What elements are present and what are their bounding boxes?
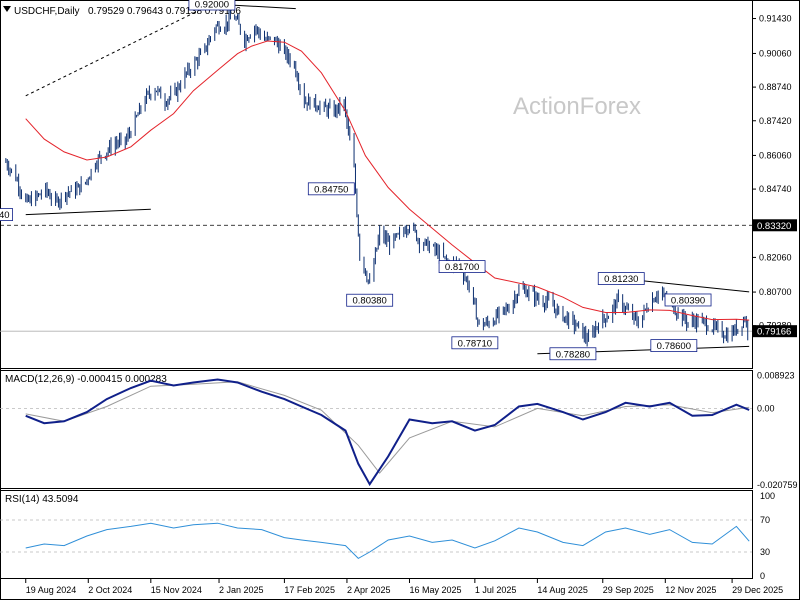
price-tick-label: 0.87420 bbox=[759, 116, 792, 126]
macd-tick-label: 0.00 bbox=[757, 403, 775, 413]
chart-header: USDCHF,Daily 0.79529 0.79643 0.79138 0.7… bbox=[3, 6, 241, 17]
price-label-box bbox=[307, 182, 355, 196]
price-label-box bbox=[438, 260, 486, 273]
trendline bbox=[25, 208, 151, 216]
level-price-tag-bg bbox=[753, 219, 797, 232]
date-tick-label: 29 Sep 2025 bbox=[603, 585, 654, 595]
price-label-box bbox=[597, 272, 645, 285]
price-tags: 0.83320 0.79166 bbox=[753, 219, 797, 338]
macd-line bbox=[25, 378, 750, 487]
price-label: 0.81700 bbox=[445, 262, 479, 273]
price-tick-label: 0.82060 bbox=[759, 252, 792, 262]
date-tick-label: 1 Jul 2025 bbox=[475, 585, 517, 595]
sma-line bbox=[25, 40, 750, 321]
date-tick-label: 19 Aug 2024 bbox=[26, 585, 77, 595]
ohlc-values: 0.79529 0.79643 0.79138 0.79166 bbox=[88, 6, 241, 17]
sma-line bbox=[25, 40, 750, 321]
price-label-box bbox=[664, 293, 712, 307]
price-label: 0.80390 bbox=[671, 295, 705, 306]
rsi-title: RSI(14) 43.5094 bbox=[5, 494, 79, 505]
level-price-tag: 0.83320 bbox=[757, 221, 791, 232]
price-tick-label: 0.91430 bbox=[759, 14, 792, 24]
price-label-box bbox=[451, 336, 499, 350]
price-label: 0.80380 bbox=[353, 296, 387, 307]
price-label: 0.78710 bbox=[458, 338, 492, 349]
price-pane-border bbox=[0, 0, 753, 369]
rsi-tick-label: 0 bbox=[760, 571, 765, 581]
date-tick-label: 15 Nov 2024 bbox=[151, 585, 202, 595]
price-label: 0.78600 bbox=[657, 341, 691, 352]
macd-signal-line bbox=[25, 381, 750, 474]
price-label-box bbox=[650, 339, 698, 353]
macd-tick-label: -0.020759 bbox=[757, 480, 798, 490]
date-tick-label: 2 Jan 2025 bbox=[219, 585, 264, 595]
macd-pane-border bbox=[0, 370, 753, 489]
price-label-box bbox=[188, 0, 236, 11]
last-price-tag-bg bbox=[753, 325, 797, 338]
price-label: 0.78280 bbox=[556, 349, 590, 360]
rsi-tick-label: 70 bbox=[760, 515, 770, 525]
date-axis: 19 Aug 2024 2 Oct 2024 15 Nov 2024 2 Jan 20… bbox=[25, 579, 783, 595]
price-tick-label: 0.88740 bbox=[759, 82, 792, 92]
price-label: 0.81230 bbox=[604, 274, 638, 285]
macd-tick-label: 0.008923 bbox=[757, 370, 795, 380]
price-label: 0.84750 bbox=[314, 184, 348, 195]
date-tick-label: 17 Feb 2025 bbox=[284, 585, 335, 595]
price-tick-label: 0.84740 bbox=[759, 184, 792, 194]
last-price-tag: 0.79166 bbox=[757, 327, 791, 338]
rsi-pane: 100 70 30 0 bbox=[0, 491, 775, 581]
date-tick-label: 2 Apr 2025 bbox=[347, 585, 391, 595]
watermark: ActionForex bbox=[513, 93, 641, 120]
rsi-line bbox=[25, 522, 750, 560]
price-labels: 0.92000 0.84750 0.80380 0.81700 0.78710 0.782… bbox=[0, 0, 712, 361]
macd-pane: 0.008923 0.00 -0.020759 bbox=[0, 370, 798, 490]
price-tick-label: 0.90060 bbox=[759, 48, 792, 58]
rsi-tick-label: 100 bbox=[760, 491, 775, 501]
price-label-box bbox=[549, 347, 597, 361]
date-tick-label: 29 Dec 2025 bbox=[732, 585, 783, 595]
date-tick-label: 12 Nov 2025 bbox=[665, 585, 716, 595]
trendline bbox=[25, 3, 213, 97]
date-tick-label: 16 May 2025 bbox=[409, 585, 461, 595]
price-tick-label: 0.86060 bbox=[759, 150, 792, 160]
symbol-label: USDCHF,Daily bbox=[14, 6, 80, 17]
collapse-arrow-icon bbox=[3, 6, 11, 12]
rsi-pane-border bbox=[0, 490, 753, 579]
price-label: 740 bbox=[0, 210, 10, 221]
macd-title: MACD(12,26,9) -0.000415 0.000283 bbox=[5, 374, 167, 385]
date-tick-label: 14 Aug 2025 bbox=[537, 585, 588, 595]
price-label-box bbox=[0, 208, 13, 221]
price-label: 0.92000 bbox=[195, 0, 229, 11]
date-tick-label: 2 Oct 2024 bbox=[88, 585, 132, 595]
price-tick-label: 0.80700 bbox=[759, 287, 792, 297]
rsi-tick-label: 30 bbox=[760, 547, 770, 557]
price-label-box bbox=[346, 293, 394, 307]
